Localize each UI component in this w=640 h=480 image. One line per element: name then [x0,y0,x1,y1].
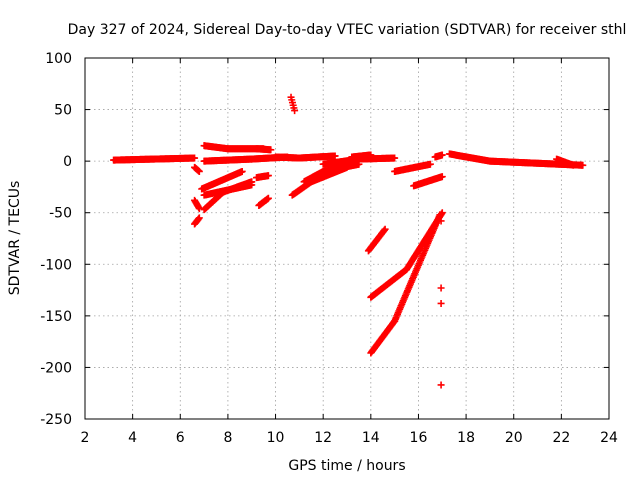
x-tick-label: 16 [410,430,428,446]
series-arc-9-10 [252,145,275,154]
y-tick-label: 50 [54,103,72,119]
y-axis-label: SDTVAR / TECUs [7,181,23,296]
x-tick-label: 14 [362,430,380,446]
y-tick-label: -200 [40,360,72,376]
chart-title: Day 327 of 2024, Sidereal Day-to-day VTE… [68,22,627,38]
y-tick-label: -50 [49,206,72,222]
series-arc-6-top [191,163,203,175]
x-tick-label: 8 [223,430,232,446]
series-arc-9-low [255,194,272,209]
series-arc-6-low [191,214,203,228]
data-point [267,146,275,154]
series-arc-14-17b [367,211,444,357]
series-arc-7-down3 [200,178,256,214]
x-tick-label: 4 [128,430,137,446]
data-point [248,178,256,186]
data-points-layer [110,93,587,389]
data-point [381,225,389,233]
data-point [579,161,587,169]
x-tick-label: 20 [505,430,523,446]
data-point [331,152,339,160]
series-arc-15-17 [410,173,446,190]
x-tick-label: 18 [457,430,475,446]
series-arc-13-14 [348,151,375,161]
x-tick-label: 2 [81,430,90,446]
series-arc-7-down1 [198,167,246,193]
data-point [438,173,446,181]
y-tick-label: -100 [40,257,72,273]
data-point [438,151,446,159]
data-point [426,160,434,168]
data-point [238,167,246,175]
series-arc-14-up [364,225,389,255]
data-point [264,194,272,202]
series-arc-16.8 [431,151,446,161]
data-point [195,214,203,222]
series-arc-10-12 [272,152,339,162]
x-axis-label: GPS time / hours [288,458,405,474]
x-tick-label: 10 [267,430,285,446]
data-point [437,299,445,307]
data-point [191,154,199,162]
y-tick-label: -150 [40,309,72,325]
series-spike-10.7 [287,93,299,115]
data-point [569,161,577,169]
data-point [291,107,299,115]
y-tick-label: -250 [40,412,72,428]
data-point [367,151,375,159]
series-arc-9-mid [252,172,272,182]
series-isolated-17 [437,217,445,389]
y-tick-label: 100 [45,51,72,67]
ticks-layer: 2 4 6 8 10 12 14 16 18 20 22 24-250-200-150-100-500… [40,51,618,446]
x-tick-label: 12 [314,430,332,446]
data-point [437,381,445,389]
series-arc-22 [553,155,577,169]
x-tick-label: 22 [552,430,570,446]
series-arc-main-early [110,154,199,164]
data-point [195,167,203,175]
x-tick-label: 24 [600,430,618,446]
y-tick-label: 0 [63,154,72,170]
plot-frame [84,57,610,420]
series-arc-6-mid [191,196,203,213]
data-point [436,211,444,219]
series-arc-11-13b [300,160,363,186]
data-point [437,217,445,225]
data-point [264,172,272,180]
grid-layer [85,58,609,419]
data-point [391,154,399,162]
x-tick-label: 6 [176,430,185,446]
series-arc-15-16 [391,160,434,175]
data-point [437,284,445,292]
data-point [195,205,203,213]
